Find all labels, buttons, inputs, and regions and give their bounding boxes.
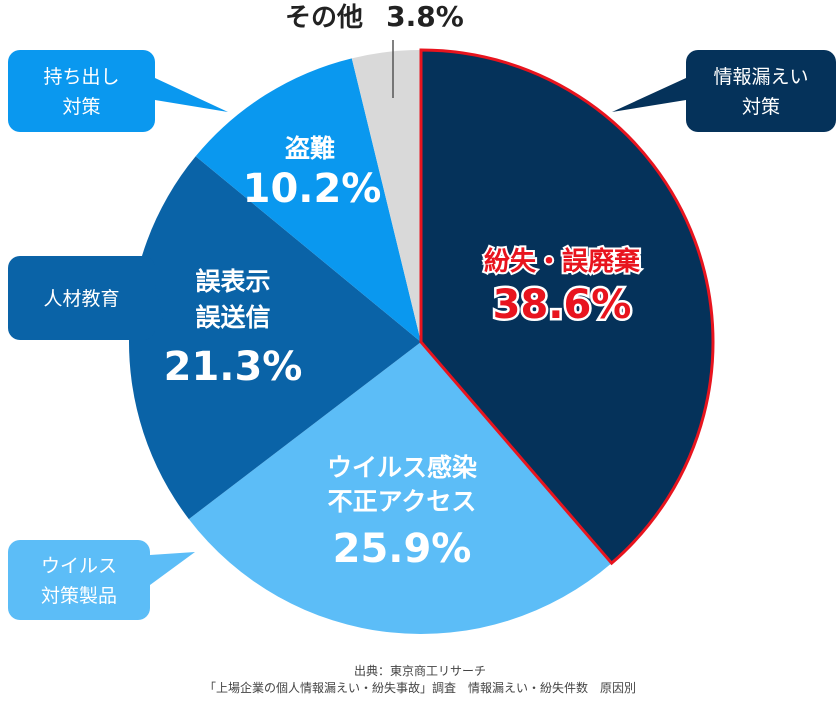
slice-value-virus: 25.9%: [333, 526, 472, 572]
slice-value-theft: 10.2%: [243, 166, 382, 212]
slice-label-theft: 盗難: [285, 134, 335, 163]
callout-text: 対策: [742, 96, 780, 118]
callout-box: [8, 540, 150, 620]
slice-label-loss: 紛失・誤廃棄: [484, 246, 641, 277]
slice-value-other: 3.8%: [386, 0, 464, 33]
callout-tail: [150, 552, 195, 585]
callout-box: [8, 50, 155, 132]
callout-2: 人材教育: [8, 256, 163, 340]
pie-slice-4: [351, 50, 421, 342]
callout-text: 情報漏えい: [713, 66, 808, 88]
callout-text: 人材教育: [43, 288, 119, 310]
slice-label-other: その他: [285, 3, 363, 33]
callout-text: 対策製品: [41, 585, 117, 607]
pie-slice-0: [421, 50, 713, 564]
slice-label-misdisplay-1: 誤表示: [195, 267, 270, 296]
callout-text: 対策: [62, 96, 100, 118]
callout-box: [8, 256, 155, 340]
slice-value-loss: 38.6%: [493, 282, 632, 328]
callout-tail: [155, 285, 163, 320]
pie-slice-highlight: [419, 48, 715, 566]
callout-text: ウイルス: [41, 555, 117, 577]
slice-value-misdisplay: 21.3%: [164, 344, 303, 390]
callout-text: 持ち出し: [43, 66, 119, 88]
callout-tail: [612, 78, 686, 112]
slice-label-virus-2: 不正アクセス: [328, 487, 477, 516]
pie-slice-3: [195, 58, 421, 342]
slice-label-virus-1: ウイルス感染: [327, 453, 477, 482]
callout-box: [686, 50, 836, 132]
slice-label-misdisplay-2: 誤送信: [195, 303, 270, 332]
pie-slice-1: [188, 342, 612, 634]
pie-slice-2: [129, 156, 421, 520]
source-line-2: 「上場企業の個人情報漏えい・紛失事故」調査 情報漏えい・紛失件数 原因別: [203, 681, 636, 695]
callout-tail: [155, 78, 228, 112]
source-line-1: 出典：東京商工リサーチ: [353, 664, 486, 678]
